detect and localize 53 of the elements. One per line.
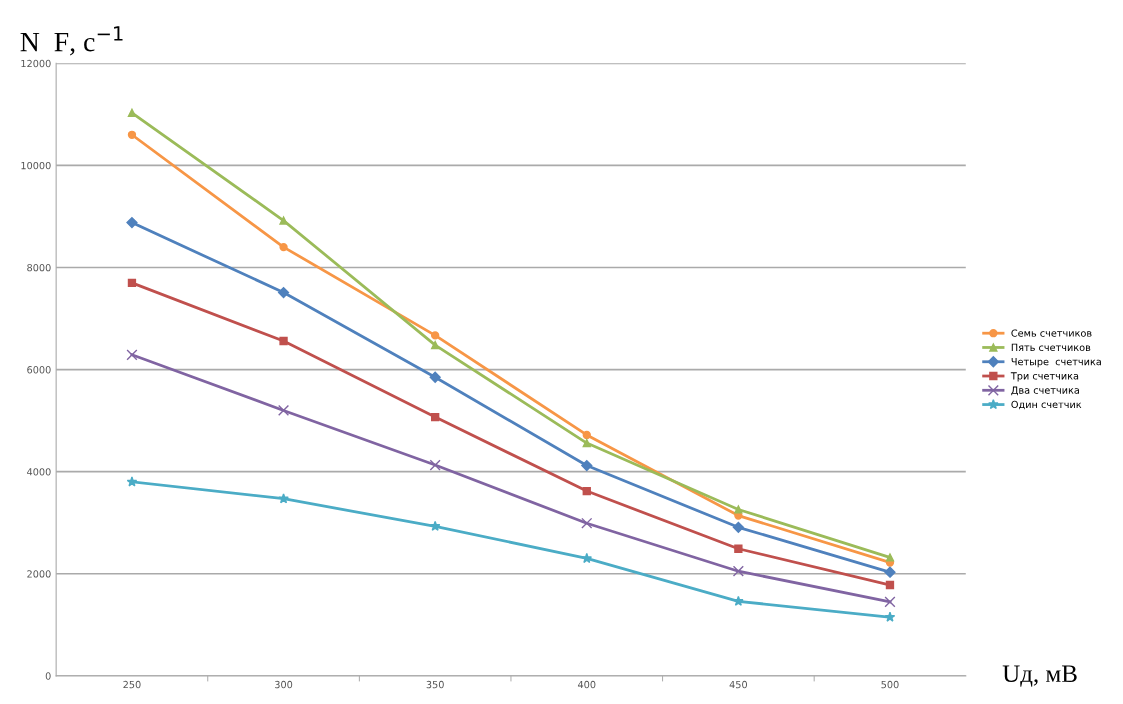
point	[733, 595, 744, 606]
point	[732, 565, 744, 577]
legend-label: Один счетчик	[1011, 400, 1082, 410]
point	[581, 552, 593, 564]
legend-label: Четыре счетчика	[1011, 358, 1101, 368]
point	[884, 566, 896, 578]
point	[884, 596, 896, 608]
x-tick-label: 250	[123, 680, 141, 689]
legend-label: Два счетчика	[1011, 386, 1079, 396]
legend-label: Пять счетчиков	[1011, 343, 1091, 352]
y-tick-label: 8000	[27, 264, 51, 272]
y-axis-title: N F, c$^{−1}$	[20, 26, 123, 56]
point	[279, 336, 288, 346]
point	[732, 521, 744, 533]
x-tick-label: 350	[426, 680, 444, 689]
point	[429, 371, 441, 383]
point	[278, 404, 290, 416]
point	[430, 331, 440, 340]
point	[581, 517, 593, 529]
point	[582, 430, 591, 440]
x-tick-label: 500	[881, 680, 899, 689]
point	[734, 544, 743, 553]
point	[581, 459, 593, 472]
y-tick-label: 6000	[27, 366, 51, 374]
x-tick-label: 300	[275, 680, 293, 689]
x-axis-title: Uд, мВ	[1002, 665, 1077, 687]
point	[582, 486, 591, 496]
point	[885, 580, 895, 590]
point	[429, 520, 441, 531]
y-tick-label: 4000	[27, 468, 51, 476]
point	[885, 553, 895, 562]
point	[430, 412, 440, 422]
y-tick-label: 12000	[21, 59, 51, 68]
legend-label: Семь счетчиков	[1011, 329, 1092, 337]
point	[127, 130, 137, 139]
point	[279, 216, 288, 225]
point	[582, 438, 591, 448]
point	[277, 286, 290, 299]
legend-label: Три счетчика	[1010, 372, 1079, 382]
point	[126, 216, 138, 229]
point	[126, 476, 138, 487]
y-tick-label: 2000	[27, 570, 51, 578]
point	[429, 459, 441, 471]
y-tick-label: 0	[45, 672, 51, 680]
y-tick-label: 10000	[21, 161, 51, 170]
point	[127, 278, 137, 287]
point	[884, 611, 896, 622]
point	[126, 349, 138, 361]
x-tick-label: 400	[577, 680, 596, 689]
point	[430, 340, 440, 350]
x-tick-label: 450	[729, 680, 748, 689]
point	[734, 505, 743, 514]
point	[279, 242, 288, 252]
